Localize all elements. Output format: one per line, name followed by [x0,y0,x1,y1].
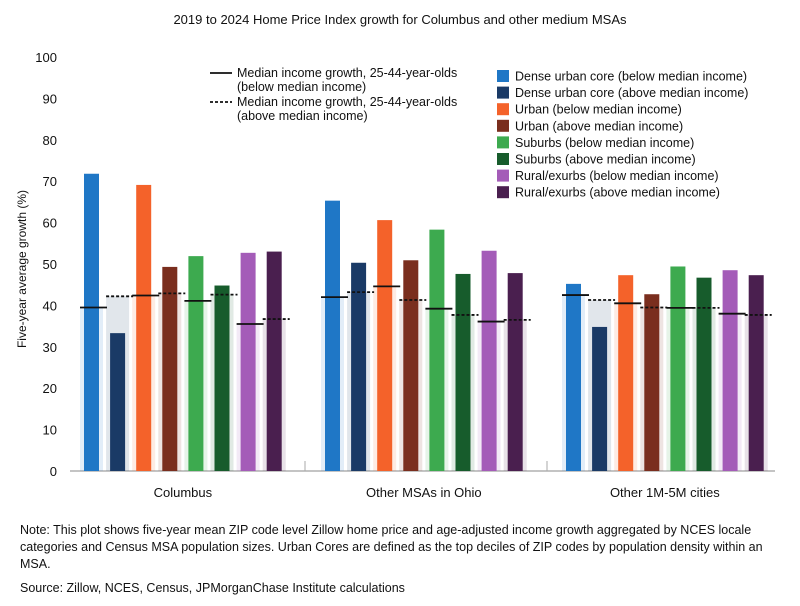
bar [481,250,497,471]
chart-title: 2019 to 2024 Home Price Index growth for… [173,12,627,27]
legend-swatch [497,119,509,132]
legend-label: Median income growth, 25-44-year-olds [237,95,457,109]
legend-label: Dense urban core (below median income) [515,70,747,84]
legend-swatch [497,169,509,182]
bar [84,173,99,472]
x-tick-labels: Columbus Other MSAs in Ohio Other 1M-5M ci… [154,485,721,500]
y-tick-label: 30 [43,340,57,355]
legend-label: Rural/exurbs (below median income) [515,169,719,183]
bar [325,200,340,471]
bar [214,285,230,471]
y-tick-label: 40 [43,298,57,313]
y-tick-label: 90 [43,91,57,106]
legend-label: Suburbs (below median income) [515,136,694,150]
legend-swatch [497,153,509,165]
bar [507,273,523,471]
y-tick-label: 0 [50,464,57,479]
bar [748,275,764,471]
chart: 2019 to 2024 Home Price Index growth for… [15,12,775,500]
reference-legend: Median income growth, 25-44-year-olds(be… [210,66,457,123]
legend-swatch [497,103,509,116]
y-tick-label: 60 [43,216,57,231]
chart-note: Note: This plot shows five-year mean ZIP… [20,523,763,571]
bar [240,252,256,471]
y-tick-label: 70 [43,174,57,189]
income-lines [80,285,772,325]
y-tick-label: 20 [43,381,57,396]
y-tick-label: 50 [43,257,57,272]
bar [644,294,660,471]
legend-label: Suburbs (above median income) [515,153,696,167]
legend-label: Dense urban core (above median income) [515,86,748,100]
legend-label: Rural/exurbs (above median income) [515,186,720,200]
chart-source: Source: Zillow, NCES, Census, JPMorganCh… [20,581,405,595]
bar [455,273,471,471]
y-tick-label: 100 [35,50,57,65]
x-tick-label: Other MSAs in Ohio [366,485,482,500]
bar [136,184,152,471]
bar [566,283,581,471]
y-ticks: 0 10 20 30 40 50 60 70 80 90 100 [35,50,57,479]
x-tick-label: Columbus [154,485,213,500]
legend-swatch [497,136,509,149]
bar [162,266,178,471]
bar [722,270,738,471]
legend-label: Urban (below median income) [515,103,682,117]
group-dividers [304,461,548,471]
bar [351,262,367,471]
legend-label: (above median income) [237,109,368,123]
legend-label: (below median income) [237,80,366,94]
bar [429,229,445,471]
y-axis-label: Five-year average growth (%) [15,190,29,348]
x-tick-label: Other 1M-5M cities [610,485,720,500]
bar [618,275,634,471]
bar [670,266,686,471]
bar [188,256,204,471]
y-tick-label: 80 [43,133,57,148]
legend-swatch [497,70,509,82]
bar [110,333,126,471]
legend-swatch [497,186,509,199]
bar [377,220,393,471]
bar [403,260,419,471]
legend-swatch [497,86,509,99]
bar [266,251,282,471]
y-tick-label: 10 [43,423,57,438]
legend-label: Median income growth, 25-44-year-olds [237,66,457,80]
bar [696,277,712,471]
bars [80,173,768,472]
bar [592,326,608,471]
legend-label: Urban (above median income) [515,119,683,133]
series-legend: Dense urban core (below median income) De… [497,70,748,200]
